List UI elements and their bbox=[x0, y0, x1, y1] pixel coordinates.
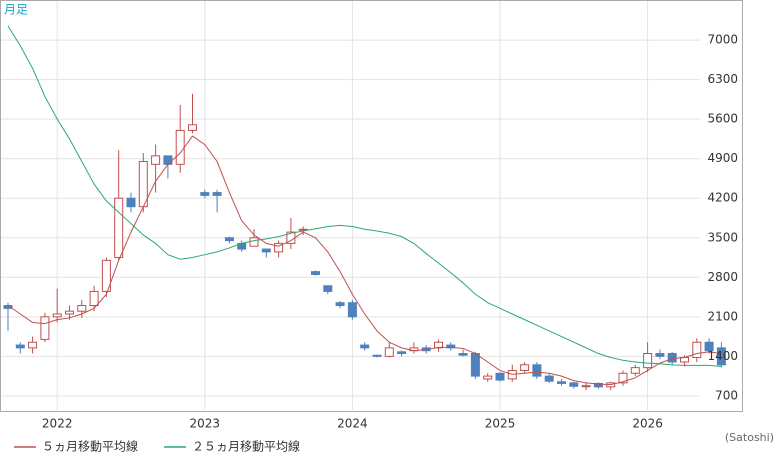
legend-label: ５ヵ月移動平均線 bbox=[42, 439, 138, 454]
candle-body bbox=[372, 354, 382, 357]
candle-body bbox=[470, 353, 480, 377]
candle-body bbox=[384, 347, 394, 357]
y-tick-label: 6300 bbox=[707, 72, 738, 86]
ma-line bbox=[7, 25, 722, 368]
candle-body bbox=[65, 310, 74, 315]
candle-body bbox=[274, 242, 284, 253]
candle-body bbox=[446, 344, 456, 349]
candle-body bbox=[163, 155, 173, 165]
candle-body bbox=[89, 290, 99, 307]
grid bbox=[1, 1, 700, 410]
y-tick-label: 700 bbox=[715, 388, 738, 402]
y-tick-label: 4200 bbox=[707, 191, 738, 205]
candle-body bbox=[52, 313, 62, 318]
candle-body bbox=[618, 372, 628, 384]
candle-body bbox=[188, 124, 197, 131]
x-tick-label: 2024 bbox=[337, 417, 368, 431]
candle-body bbox=[655, 353, 665, 357]
candle-body bbox=[458, 353, 468, 356]
x-tick-label: 2023 bbox=[190, 417, 221, 431]
candle-body bbox=[704, 341, 714, 352]
candle-body bbox=[101, 259, 111, 292]
candle-body bbox=[495, 372, 505, 381]
candle-body bbox=[249, 237, 259, 247]
candle-body bbox=[667, 353, 677, 363]
candle-body bbox=[434, 341, 443, 349]
candle-body bbox=[397, 351, 407, 355]
candle-body bbox=[544, 375, 554, 382]
y-tick-label: 4900 bbox=[707, 151, 738, 165]
plot-frame bbox=[0, 0, 743, 412]
candle-body bbox=[483, 375, 493, 380]
candle-body bbox=[716, 347, 726, 366]
candle-body bbox=[224, 237, 234, 242]
period-label: 月足 bbox=[4, 3, 28, 17]
candle-body bbox=[557, 381, 566, 384]
candle-body bbox=[643, 353, 653, 369]
y-tick-label: 2100 bbox=[707, 309, 738, 323]
y-tick-label: 7000 bbox=[707, 33, 738, 47]
y-tick-label: 2800 bbox=[707, 270, 738, 284]
plot bbox=[3, 25, 726, 391]
y-tick-label: 1400 bbox=[707, 349, 738, 363]
candle-body bbox=[114, 197, 124, 259]
x-tick-label: 2022 bbox=[42, 417, 73, 431]
candle-body bbox=[581, 385, 591, 388]
candle-body bbox=[569, 382, 579, 387]
candle-body bbox=[311, 271, 320, 275]
source: (Satoshi) bbox=[725, 431, 774, 444]
y-tick-label: 5600 bbox=[707, 112, 738, 126]
candle-body bbox=[593, 382, 603, 388]
candle-body bbox=[151, 155, 161, 165]
candle-body bbox=[360, 344, 370, 349]
x-tick-label: 2026 bbox=[632, 417, 663, 431]
candle-body bbox=[200, 192, 210, 196]
candle-body bbox=[335, 302, 345, 307]
candle-body bbox=[40, 316, 50, 340]
ma-line bbox=[7, 135, 722, 386]
candle-body bbox=[175, 129, 185, 165]
y-tick-label: 3500 bbox=[707, 230, 738, 244]
candle-body bbox=[212, 192, 222, 196]
candle-body bbox=[126, 197, 136, 208]
candle-body bbox=[261, 248, 271, 253]
candle-body bbox=[520, 364, 530, 371]
legend-label: ２５ヵ月移動平均線 bbox=[192, 439, 300, 454]
candle-body bbox=[532, 364, 542, 377]
x-tick-label: 2025 bbox=[485, 417, 516, 431]
candle-body bbox=[323, 285, 333, 292]
candle-body bbox=[692, 341, 702, 358]
candle-body bbox=[28, 341, 38, 349]
candle-body bbox=[15, 344, 25, 349]
candle-body bbox=[347, 302, 357, 318]
candle-body bbox=[77, 305, 87, 312]
candle-body bbox=[630, 367, 640, 374]
